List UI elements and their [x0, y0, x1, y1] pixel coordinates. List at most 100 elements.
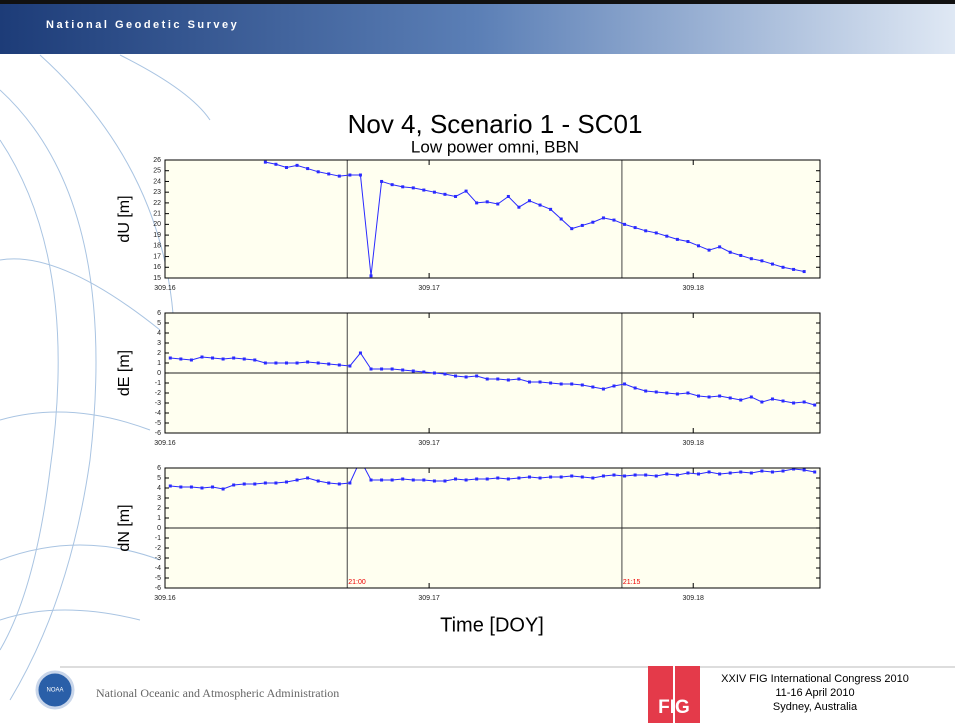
data-point	[623, 474, 627, 478]
data-point	[813, 470, 817, 474]
data-point	[728, 396, 732, 400]
data-point	[253, 358, 257, 362]
plot-frame	[164, 159, 821, 279]
y-tick-label: 25	[153, 168, 161, 175]
noaa-logo-text: NOAA	[46, 688, 63, 694]
data-point	[697, 394, 701, 398]
data-point	[316, 479, 320, 483]
noaa-logo	[35, 670, 75, 710]
data-point	[221, 487, 225, 491]
x-tick-label: 309.17	[418, 285, 440, 292]
data-point	[284, 166, 288, 170]
y-tick-label: -3	[155, 400, 161, 407]
data-point	[506, 477, 510, 481]
data-point	[337, 363, 341, 367]
data-point	[697, 472, 701, 476]
data-point	[718, 472, 722, 476]
data-point	[232, 356, 236, 360]
data-point	[337, 174, 341, 178]
data-point	[654, 231, 658, 235]
y-axis-label: dU [m]	[116, 195, 133, 242]
data-point	[697, 244, 701, 248]
data-point	[760, 469, 764, 473]
data-point	[475, 374, 479, 378]
data-point	[232, 483, 236, 487]
data-point	[802, 400, 806, 404]
data-point	[390, 367, 394, 371]
y-tick-label: -1	[155, 535, 161, 542]
y-tick-label: -1	[155, 380, 161, 387]
y-tick-label: 17	[153, 253, 161, 260]
data-point	[454, 374, 458, 378]
chart-panel: dN [m] Time [DOY] -6 -5 -4 -3 -2 -1 0 1 2 3 4 5 6 309.1…	[116, 465, 821, 636]
data-point	[770, 262, 774, 266]
data-point	[675, 473, 679, 477]
data-point	[538, 203, 542, 207]
data-point	[496, 476, 500, 480]
data-point	[549, 475, 553, 479]
y-tick-label: 16	[153, 264, 161, 271]
y-tick-label: -2	[155, 390, 161, 397]
data-point	[422, 188, 426, 192]
data-point	[506, 194, 510, 198]
data-point	[380, 478, 384, 482]
data-point	[675, 392, 679, 396]
data-point	[665, 391, 669, 395]
data-point	[601, 474, 605, 478]
data-point	[295, 361, 299, 365]
data-point	[527, 199, 531, 203]
data-point	[369, 367, 373, 371]
header-text: National Geodetic Survey	[46, 19, 239, 31]
y-axis-label: dE [m]	[116, 350, 133, 396]
data-point	[570, 382, 574, 386]
y-tick-label: -5	[155, 575, 161, 582]
x-tick-label: 309.16	[154, 285, 176, 292]
x-axis-label: Time [DOY]	[440, 614, 544, 636]
series	[168, 468, 817, 491]
x-tick-label: 309.17	[418, 595, 440, 602]
data-point	[306, 167, 310, 171]
data-point	[802, 270, 806, 274]
data-point	[401, 368, 405, 372]
y-tick-label: 4	[157, 485, 161, 492]
y-tick-label: -4	[155, 565, 161, 572]
data-point	[644, 473, 648, 477]
data-point	[200, 486, 204, 490]
data-point	[781, 265, 785, 269]
data-point	[337, 482, 341, 486]
plot-frame	[164, 467, 821, 589]
data-point	[422, 478, 426, 482]
y-tick-label: 20	[153, 221, 161, 228]
x-tick-label: 309.17	[418, 440, 440, 447]
data-point	[559, 217, 563, 221]
data-point	[718, 245, 722, 249]
data-point	[464, 478, 468, 482]
globe-decoration	[0, 54, 211, 701]
data-point	[623, 382, 627, 386]
y-tick-label: 3	[157, 340, 161, 347]
data-point	[189, 358, 193, 362]
data-point	[306, 360, 310, 364]
data-point	[601, 216, 605, 220]
data-point	[390, 183, 394, 187]
data-point	[654, 474, 658, 478]
data-point	[601, 387, 605, 391]
data-point	[348, 173, 352, 177]
data-point	[295, 478, 299, 482]
data-point	[263, 160, 267, 164]
plot-frame	[164, 312, 821, 434]
data-point	[306, 476, 310, 480]
y-tick-label: 6	[157, 310, 161, 317]
data-point	[358, 173, 362, 177]
data-point	[316, 361, 320, 365]
data-point	[580, 223, 584, 227]
data-point	[654, 390, 658, 394]
data-point	[189, 485, 193, 489]
data-point	[580, 475, 584, 479]
data-point	[380, 179, 384, 183]
y-tick-label: 23	[153, 189, 161, 196]
data-point	[612, 218, 616, 222]
